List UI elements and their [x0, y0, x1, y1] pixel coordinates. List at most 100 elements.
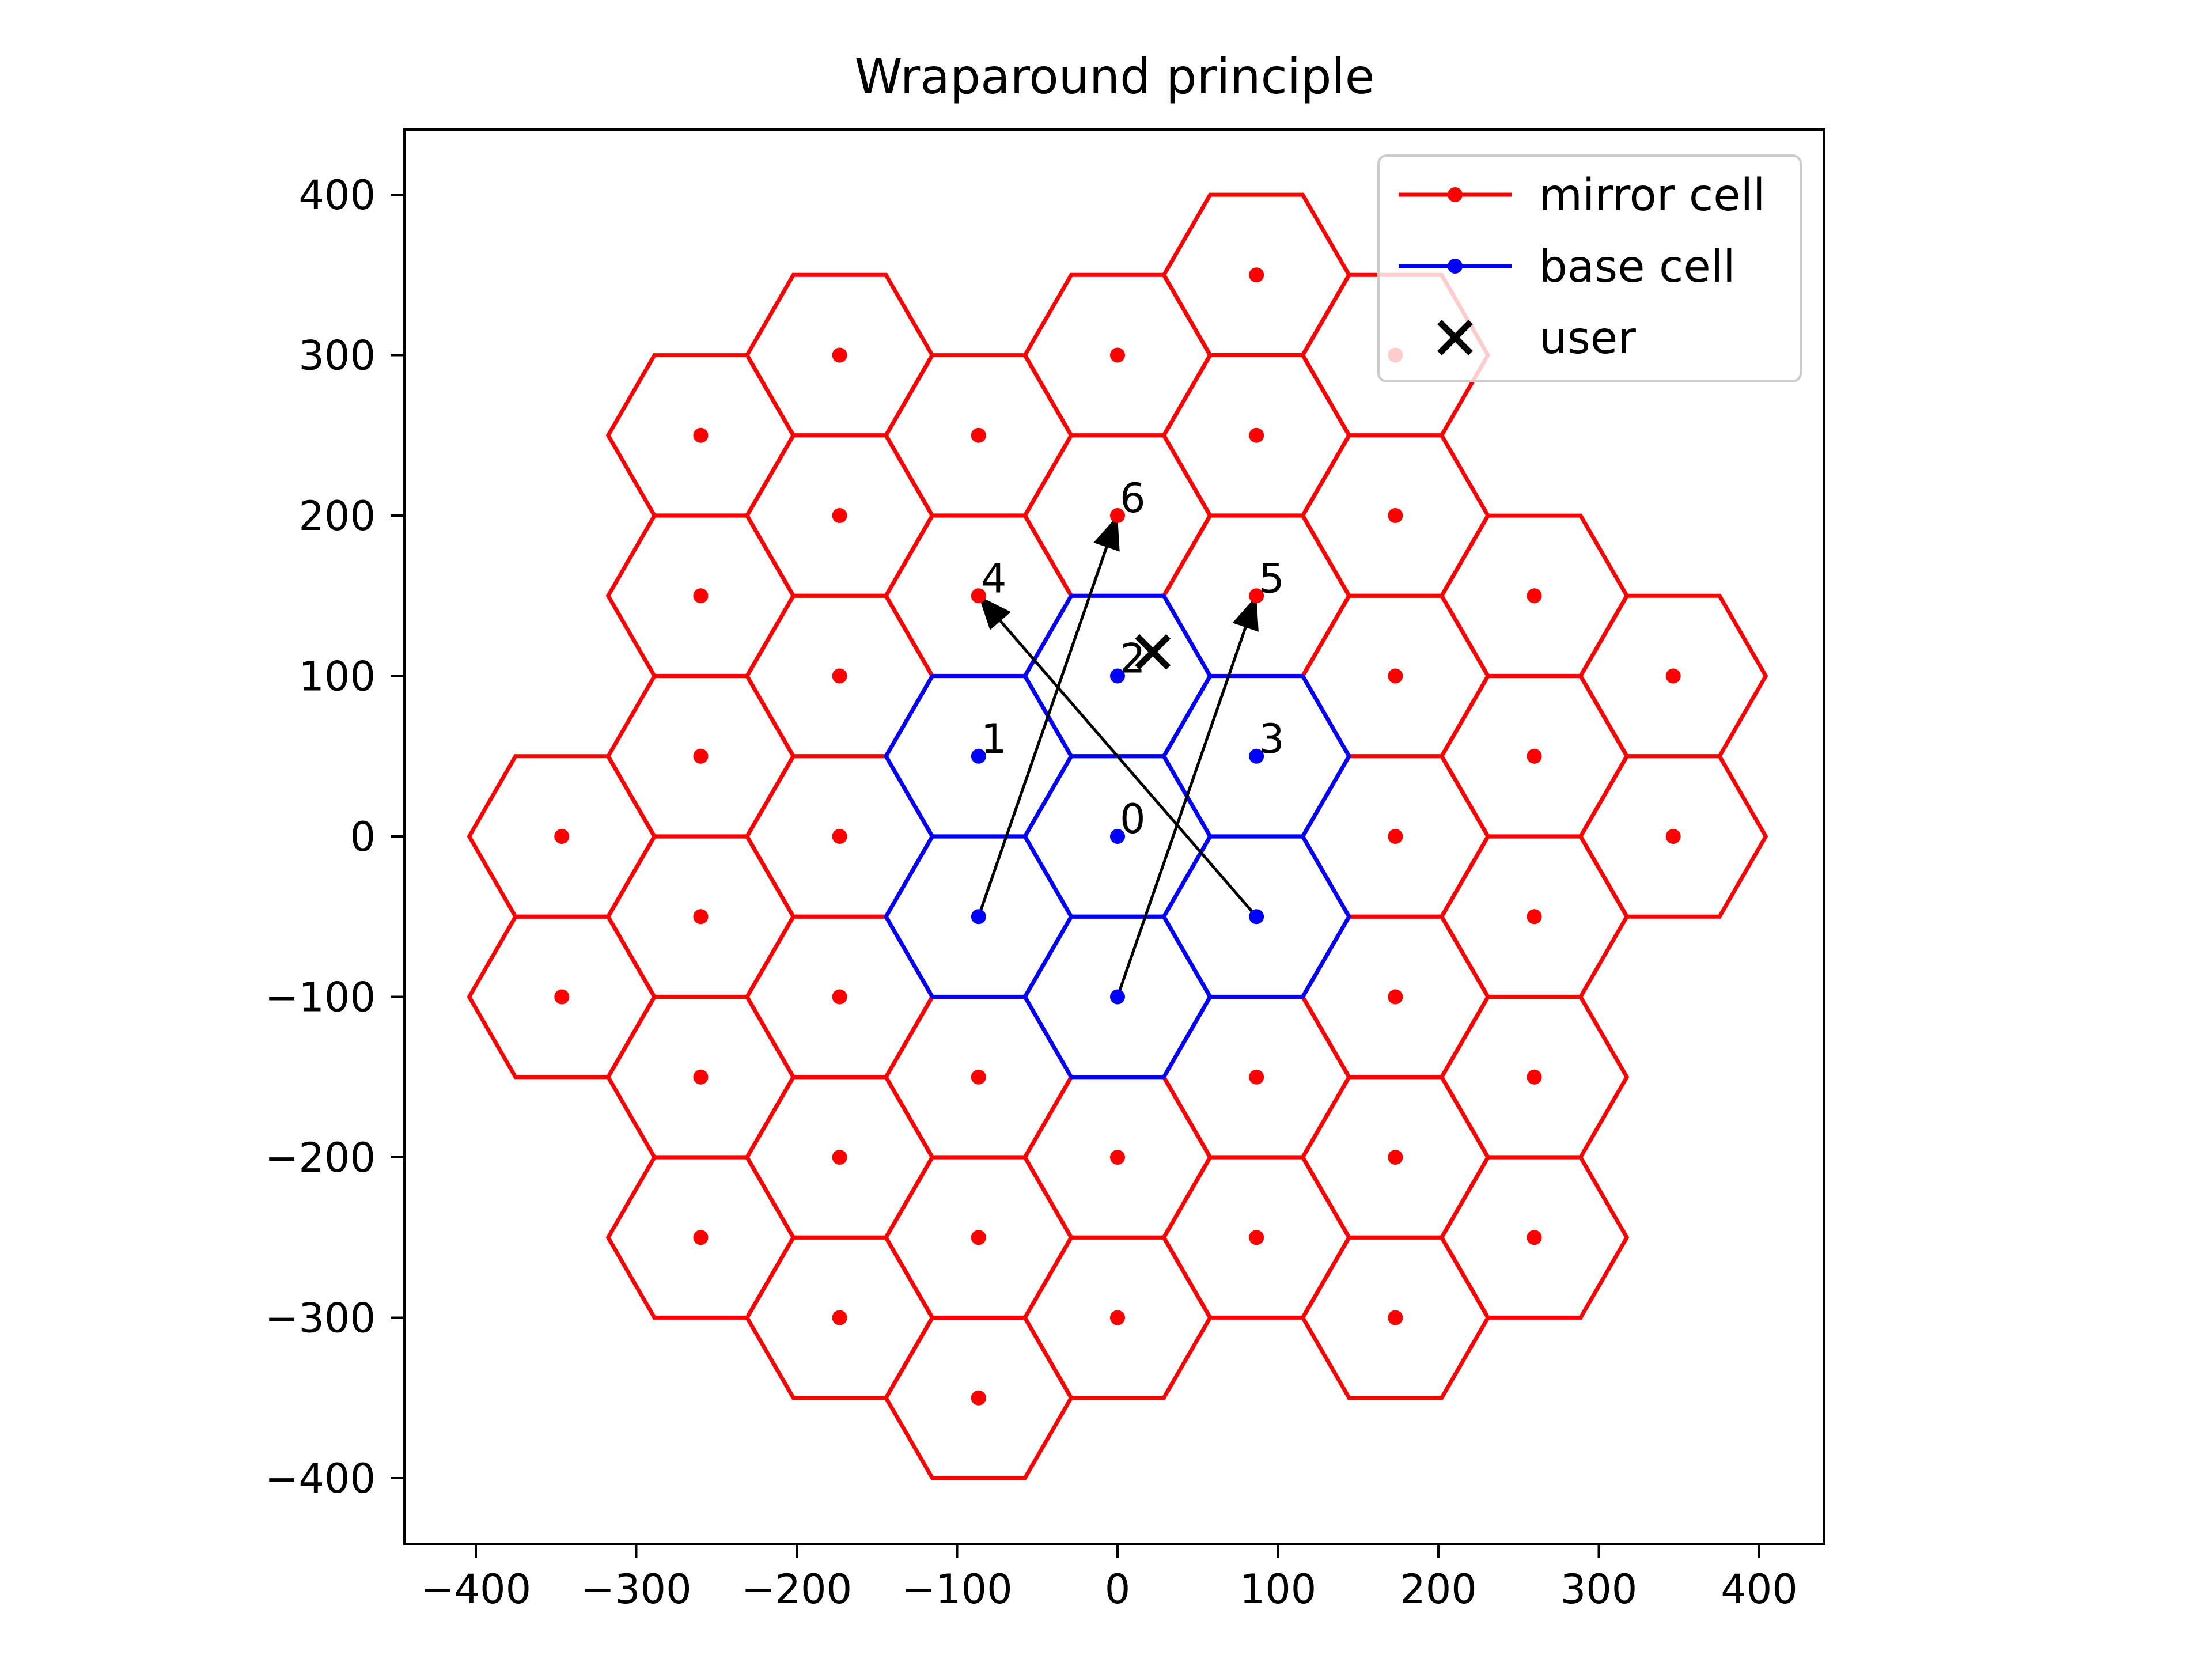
legend-box	[1377, 154, 1802, 382]
mirror-cell-point-8	[1249, 1230, 1264, 1245]
arrow-2	[978, 596, 1258, 918]
x-tick-label-5: 100	[1240, 1566, 1317, 1613]
mirror-cell-point-24	[832, 347, 847, 363]
y-tick-label-8: 400	[298, 172, 376, 219]
x-tick-label-6: 200	[1400, 1566, 1477, 1613]
legend-label-0: mirror cell	[1539, 170, 1765, 221]
mirror-cell-point-16	[693, 909, 709, 925]
legend-label-1: base cell	[1539, 241, 1736, 293]
y-tick-label-3: −100	[265, 974, 376, 1021]
user-marker-0	[1135, 634, 1171, 670]
mirror-cell-point-10	[1110, 1150, 1125, 1165]
mirror-cell-point-23	[693, 427, 709, 443]
arrow-shaft-1	[1116, 627, 1247, 998]
mirror-cell-point-6	[693, 1230, 709, 1245]
base-cell-point-2	[1110, 668, 1125, 684]
mirror-cell-point-40	[1388, 1150, 1403, 1165]
arrow-head-0	[1093, 516, 1120, 552]
mirror-cell-point-2	[1249, 588, 1264, 604]
y-tick-label-1: −300	[265, 1295, 376, 1342]
mirror-cell-point-22	[832, 508, 847, 523]
legend-label-2: user	[1539, 313, 1636, 364]
mirror-cell-point-34	[1527, 748, 1542, 764]
cell-label-3: 3	[1259, 715, 1285, 763]
mirror-cell-point-0	[971, 588, 986, 604]
arrow-shaft-0	[977, 546, 1108, 918]
legend-item-user: user	[1437, 313, 1636, 364]
mirror-cell-point-28	[1249, 267, 1264, 283]
mirror-cell-point-19	[693, 748, 709, 764]
mirror-cell-point-4	[832, 1310, 847, 1325]
chart-title: Wraparound principle	[855, 48, 1375, 105]
mirror-cell-point-36	[1665, 829, 1681, 844]
mirror-cell-point-38	[1388, 989, 1403, 1005]
mirror-cell-point-9	[832, 1150, 847, 1165]
x-tick-label-1: −300	[581, 1566, 691, 1613]
base-cell-hexagon-6	[1161, 834, 1351, 999]
mirror-cell-point-41	[1527, 1230, 1542, 1245]
mirror-cell-point-18	[832, 829, 847, 844]
base-cell-point-1	[971, 748, 986, 764]
mirror-cell-point-3	[971, 1390, 986, 1406]
y-tick-label-0: −400	[265, 1455, 376, 1502]
cell-label-6: 6	[1120, 475, 1146, 522]
mirror-cell-point-5	[1110, 1310, 1125, 1325]
legend-item-base-cell: base cell	[1399, 241, 1736, 293]
x-tick-label-8: 400	[1721, 1566, 1798, 1613]
arrow-shaft-2	[999, 620, 1258, 918]
mirror-cell-point-37	[1527, 909, 1542, 925]
y-tick-label-7: 300	[298, 332, 376, 380]
mirror-cell-point-7	[971, 1230, 986, 1245]
legend: mirror cell base cell user	[1377, 154, 1802, 382]
x-axis: −400 −300 −200 −100 0 100 200 300 400	[421, 1544, 1798, 1613]
user-markers	[1135, 634, 1171, 670]
mirror-cell-point-20	[832, 668, 847, 684]
y-tick-label-2: −200	[265, 1134, 376, 1181]
legend-marker-0	[1448, 187, 1463, 202]
cell-label-1: 1	[981, 715, 1007, 763]
mirror-cell-point-11	[693, 1069, 709, 1085]
mirror-cell-point-15	[832, 989, 847, 1005]
legend-marker-2	[1437, 320, 1473, 355]
arrow-0	[977, 516, 1120, 918]
mirror-cell-point-42	[1388, 1310, 1403, 1325]
base-cell-point-3	[1249, 748, 1264, 764]
mirror-cell-point-39	[1527, 1069, 1542, 1085]
arrow-1	[1116, 596, 1259, 998]
mirror-cell-point-26	[1110, 347, 1125, 363]
mirror-cell-point-17	[554, 829, 570, 844]
mirror-cell-point-1	[1110, 508, 1125, 523]
x-tick-label-7: 300	[1560, 1566, 1638, 1613]
mirror-cell-point-30	[1388, 508, 1403, 523]
cell-centers	[554, 267, 1681, 1406]
base-cell-point-0	[1110, 829, 1125, 844]
mirror-cell-point-31	[1527, 588, 1542, 604]
x-tick-label-2: −200	[741, 1566, 852, 1613]
arrow-head-1	[1232, 596, 1259, 632]
y-tick-label-4: 0	[350, 813, 376, 861]
legend-marker-1	[1448, 259, 1463, 274]
legend-item-mirror-cell: mirror cell	[1399, 170, 1765, 221]
y-tick-label-5: 100	[298, 653, 376, 700]
arrows	[977, 516, 1259, 998]
base-cell-point-4	[971, 909, 986, 925]
mirror-cell-point-25	[971, 427, 986, 443]
cell-label-4: 4	[981, 555, 1007, 602]
base-cell-point-5	[1110, 989, 1125, 1005]
hexagon-cells	[467, 192, 1768, 1480]
mirror-cell-point-35	[1388, 829, 1403, 844]
base-cell-point-6	[1249, 909, 1264, 925]
x-tick-label-3: −100	[902, 1566, 1012, 1613]
mirror-cell-point-12	[971, 1069, 986, 1085]
y-axis: −400 −300 −200 −100 0 100 200 300 400	[265, 172, 404, 1502]
mirror-cell-point-27	[1249, 427, 1264, 443]
x-tick-label-0: −400	[421, 1566, 531, 1613]
mirror-cell-point-13	[1249, 1069, 1264, 1085]
mirror-cell-point-21	[693, 588, 709, 604]
cell-label-0: 0	[1120, 796, 1146, 843]
cell-label-5: 5	[1259, 555, 1285, 602]
y-tick-label-6: 200	[298, 493, 376, 540]
mirror-cell-hexagon-42	[1300, 1235, 1491, 1400]
